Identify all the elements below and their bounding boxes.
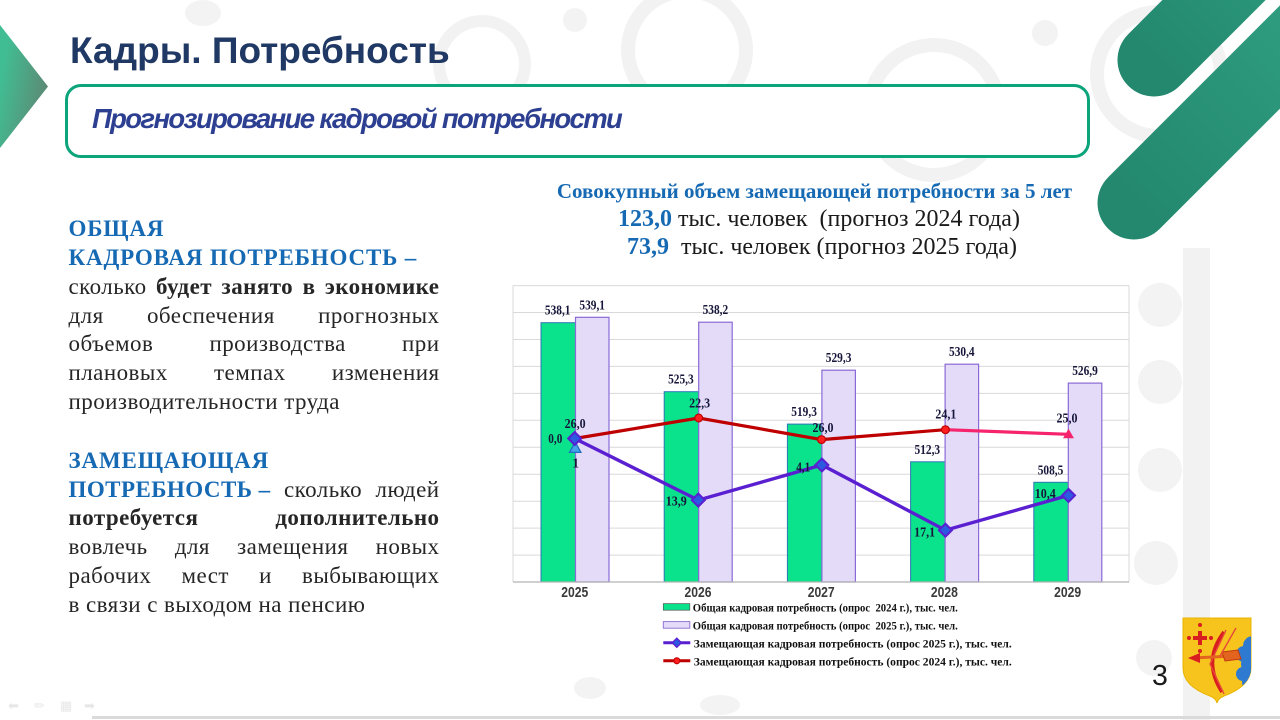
svg-text:530,4: 530,4 [949,344,975,359]
svg-text:26,0: 26,0 [565,416,586,431]
svg-text:529,3: 529,3 [826,350,852,365]
svg-text:1: 1 [572,456,579,471]
svg-text:Замещающая кадровая потребност: Замещающая кадровая потребность (опрос 2… [694,656,1012,668]
svg-text:Общая кадровая потребность (оп: Общая кадровая потребность (опрос 2025 г… [693,621,958,633]
svg-text:508,5: 508,5 [1038,462,1064,477]
svg-text:2029: 2029 [1054,585,1081,601]
svg-text:4,1: 4,1 [796,460,810,475]
svg-text:0,0: 0,0 [548,431,562,446]
svg-text:22,3: 22,3 [689,395,710,410]
svg-text:2028: 2028 [931,585,958,601]
svg-text:17,1: 17,1 [914,524,935,539]
svg-text:13,9: 13,9 [666,493,687,508]
svg-text:24,1: 24,1 [935,407,956,422]
svg-text:26,0: 26,0 [813,420,834,435]
svg-text:519,3: 519,3 [791,404,817,419]
svg-text:538,1: 538,1 [545,303,571,318]
svg-text:525,3: 525,3 [668,372,694,387]
svg-text:512,3: 512,3 [915,442,941,457]
svg-text:Замещающая кадровая потребност: Замещающая кадровая потребность (опрос 2… [694,638,1012,650]
svg-text:2025: 2025 [561,585,588,601]
svg-text:526,9: 526,9 [1072,363,1098,378]
svg-text:539,1: 539,1 [579,297,605,312]
svg-text:2026: 2026 [685,585,712,601]
svg-text:25,0: 25,0 [1057,411,1078,426]
svg-text:2027: 2027 [808,585,835,601]
svg-text:10,4: 10,4 [1035,486,1056,501]
svg-text:538,2: 538,2 [703,302,729,317]
svg-text:Общая кадровая потребность (оп: Общая кадровая потребность (опрос 2024 г… [693,603,958,615]
